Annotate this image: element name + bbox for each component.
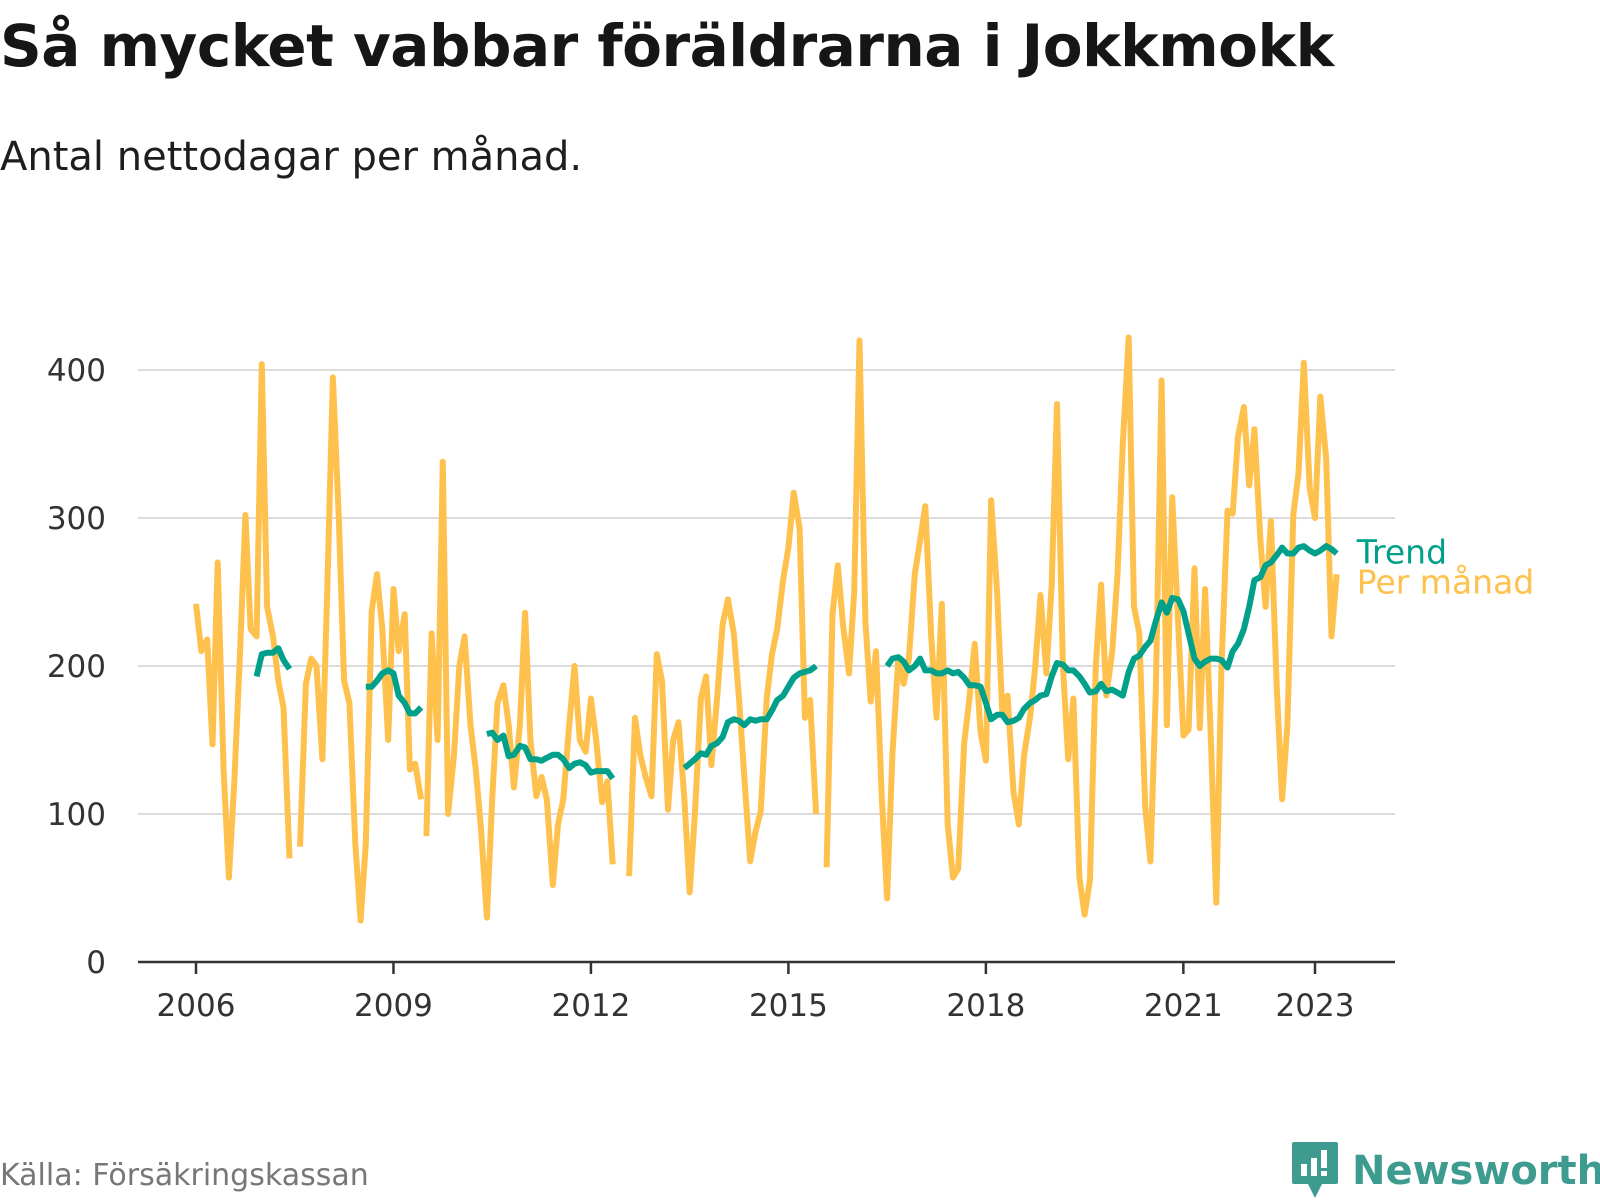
series-line-segment bbox=[486, 729, 616, 781]
series-label-trend: Trend bbox=[1356, 533, 1447, 572]
y-tick-label-300: 300 bbox=[47, 501, 106, 537]
series-label-per-manad: Per månad bbox=[1357, 563, 1535, 602]
x-tick-label-2023: 2023 bbox=[1276, 988, 1355, 1024]
y-tick-label-0: 0 bbox=[86, 945, 106, 981]
x-tick-label-2012: 2012 bbox=[551, 988, 630, 1024]
chart-subtitle: Antal nettodagar per månad. bbox=[0, 134, 583, 180]
series-labels: Trend Per månad bbox=[1356, 533, 1535, 602]
series-line-segment bbox=[823, 334, 1340, 918]
gridlines bbox=[138, 369, 1395, 815]
series-line-segment bbox=[682, 663, 818, 771]
y-axis-ticks: 0 100 200 300 400 bbox=[47, 353, 106, 981]
series-line-segment bbox=[884, 543, 1339, 726]
series-line-segment bbox=[423, 458, 616, 921]
series-lines bbox=[193, 334, 1340, 924]
x-tick-label-2018: 2018 bbox=[946, 988, 1025, 1024]
source-note: Källa: Försäkringskassan bbox=[0, 1158, 369, 1193]
newsworthy-icon bbox=[1292, 1142, 1338, 1198]
x-tick-label-2009: 2009 bbox=[354, 988, 433, 1024]
y-tick-label-200: 200 bbox=[47, 649, 106, 685]
series-per-manad bbox=[193, 334, 1340, 924]
series-trend bbox=[253, 543, 1339, 781]
brand-name: Newsworthy bbox=[1352, 1148, 1600, 1194]
y-tick-label-400: 400 bbox=[47, 353, 106, 389]
series-line-segment bbox=[297, 374, 425, 924]
y-tick-label-100: 100 bbox=[47, 797, 106, 833]
x-tick-label-2015: 2015 bbox=[749, 988, 828, 1024]
series-line-segment bbox=[626, 489, 820, 896]
chart-title: Så mycket vabbar föräldrarna i Jokkmokk bbox=[0, 12, 1334, 80]
x-tick-label-2021: 2021 bbox=[1144, 988, 1223, 1024]
x-tick-label-2006: 2006 bbox=[157, 988, 236, 1024]
series-line-segment bbox=[365, 667, 424, 717]
brand-logo: Newsworthy bbox=[1290, 1140, 1600, 1202]
series-line-segment bbox=[193, 361, 293, 881]
x-axis: 2006 2009 2012 2015 2018 2021 2023 bbox=[138, 960, 1395, 1024]
series-line-segment bbox=[253, 645, 292, 678]
